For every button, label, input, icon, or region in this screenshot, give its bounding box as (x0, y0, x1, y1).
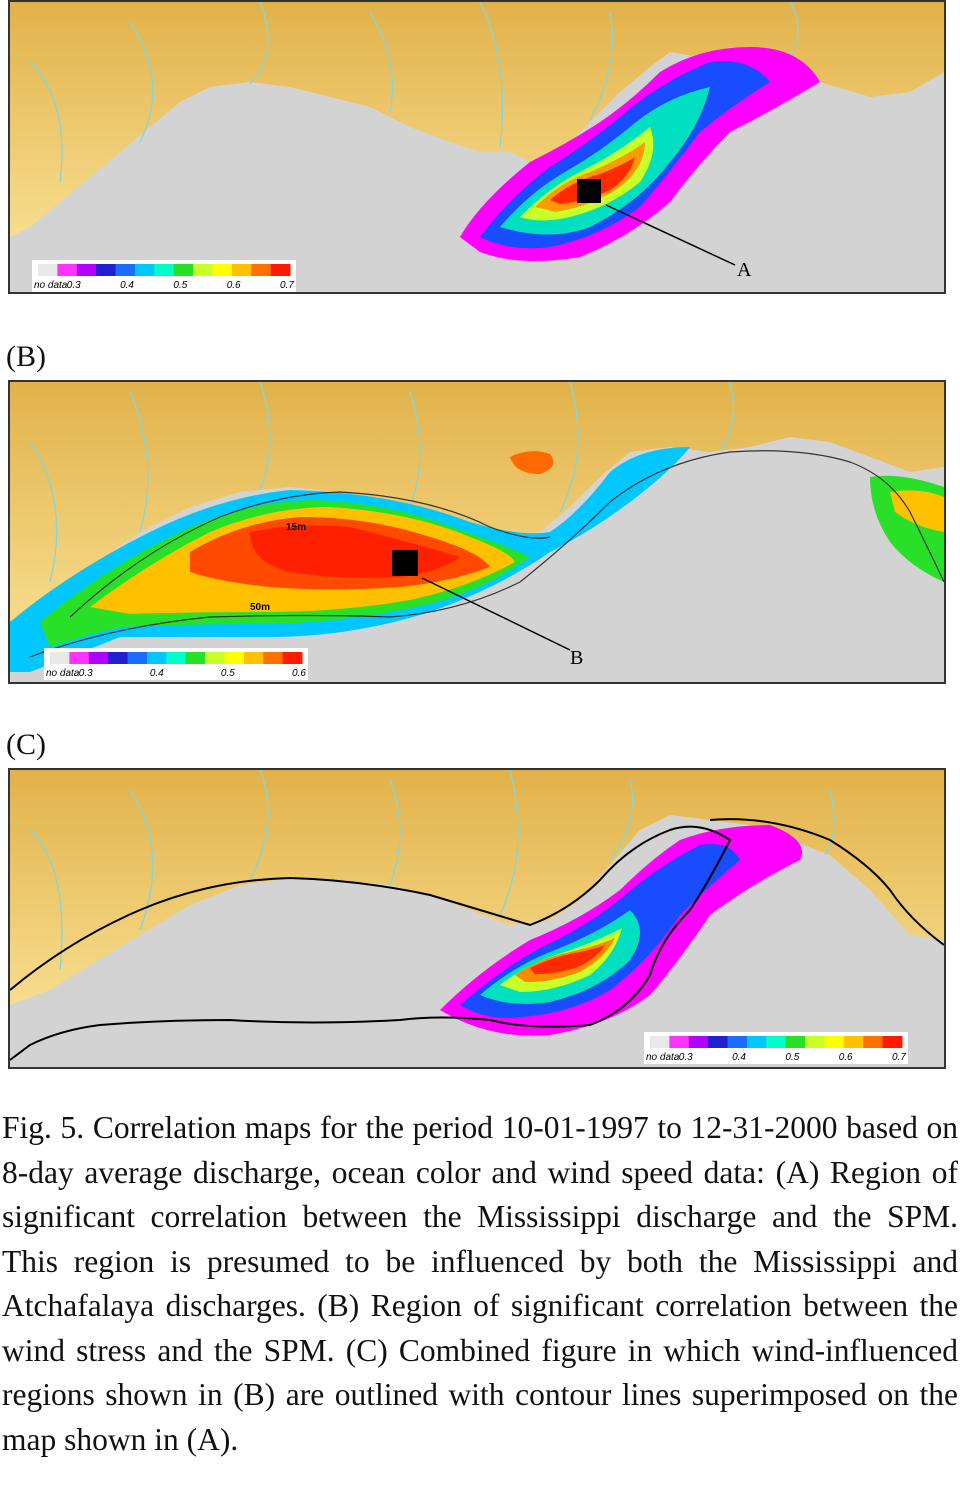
map-panel-a: A no data 0.3 0.4 0.5 0.6 0.7 (8, 0, 946, 294)
land-area (10, 382, 944, 632)
colorbar-swatch (115, 264, 136, 276)
point-label: B (570, 647, 583, 669)
panel-label-b: (B) (6, 340, 46, 373)
colorbar-swatch (173, 264, 194, 276)
colorbar-tick-label: 0.4 (732, 1052, 746, 1063)
colorbar-swatch (263, 652, 284, 664)
shore-outline (709, 818, 944, 946)
colorbar-swatch (650, 1036, 670, 1048)
colorbar: no data 0.3 0.4 0.5 0.6 0.7 (32, 260, 296, 292)
colorbar-tick-label: 0.6 (227, 280, 241, 291)
colorbar-tick-label: 0.5 (221, 668, 235, 679)
colorbar-swatch (746, 1036, 767, 1048)
colorbar-tick-label: 0.3 (67, 280, 81, 291)
contour-label-50m: 50m (250, 602, 270, 613)
colorbar-swatch (282, 652, 303, 664)
colorbar-swatch (185, 652, 206, 664)
colorbar-tick-label: 0.5 (785, 1052, 799, 1063)
colorbar-tick-label: 0.3 (679, 1052, 693, 1063)
colorbar-tick-label: 0.3 (79, 668, 93, 679)
colorbar-swatch (727, 1036, 748, 1048)
land-area (10, 2, 944, 237)
colorbar-swatch (76, 264, 97, 276)
colorbar-swatch (154, 264, 175, 276)
callout-line (605, 204, 736, 266)
colorbar-swatch (231, 264, 252, 276)
contour-label-15m: 15m (286, 522, 306, 533)
colorbar-swatch (134, 264, 155, 276)
colorbar-nodata-label: no data (46, 668, 80, 679)
colorbar-tick-label: 0.4 (150, 668, 164, 679)
rivers (29, 770, 835, 971)
colorbar-swatch (824, 1036, 845, 1048)
colorbar-tick-label: 0.6 (292, 668, 306, 679)
colorbar-nodata-label: no data (646, 1052, 680, 1063)
contour-15m (69, 491, 551, 618)
colorbar-swatch (127, 652, 148, 664)
colorbar-swatch (882, 1036, 903, 1048)
station-marker-a (577, 179, 601, 203)
map-b: 15m 50m B no data 0.3 0.4 0.5 0.6 (10, 382, 944, 680)
rivers (29, 382, 734, 583)
colorbar-swatch (688, 1036, 709, 1048)
colorbar-tick-label: 0.4 (120, 280, 134, 291)
station-marker-b (392, 550, 418, 576)
colorbar-swatch (166, 652, 187, 664)
colorbar-swatch (212, 264, 233, 276)
colorbar-swatch (669, 1036, 690, 1048)
colorbar-tick-label: 0.6 (839, 1052, 853, 1063)
colorbar-nodata-label: no data (34, 280, 68, 291)
colorbar-swatch (38, 264, 58, 276)
contour-50m (29, 450, 944, 658)
colorbar-swatch (224, 652, 245, 664)
callout-line (421, 577, 571, 651)
colorbar-swatch (88, 652, 109, 664)
map-c: no data 0.3 0.4 0.5 0.6 0.7 (10, 770, 944, 1064)
colorbar-swatch (785, 1036, 806, 1048)
map-a: A no data 0.3 0.4 0.5 0.6 0.7 (10, 2, 944, 292)
colorbar-swatch (766, 1036, 787, 1048)
colorbar: no data 0.3 0.4 0.5 0.6 0.7 (644, 1032, 908, 1064)
colorbar-swatch (193, 264, 213, 276)
colorbar-swatch (843, 1036, 864, 1048)
map-panel-c: no data 0.3 0.4 0.5 0.6 0.7 (8, 768, 946, 1069)
colorbar-swatch (108, 652, 129, 664)
colorbar-swatch (708, 1036, 729, 1048)
map-panel-b: 15m 50m B no data 0.3 0.4 0.5 0.6 (8, 380, 946, 684)
panel-label-c: (C) (6, 728, 46, 761)
colorbar-swatch (270, 264, 291, 276)
colorbar-swatch (805, 1036, 825, 1048)
land-area (10, 770, 944, 1005)
colorbar-swatch (251, 264, 272, 276)
colorbar-tick-label: 0.5 (173, 280, 187, 291)
colorbar-tick-label: 0.7 (280, 280, 294, 291)
colorbar-swatch (69, 652, 90, 664)
figure-caption: Fig. 5. Correlation maps for the period … (2, 1110, 958, 1457)
colorbar-swatch (205, 652, 225, 664)
wind-contour-outline (10, 825, 732, 1061)
point-label: A (737, 259, 752, 281)
colorbar-tick-label: 0.7 (892, 1052, 906, 1063)
colorbar: no data 0.3 0.4 0.5 0.6 (44, 648, 308, 680)
rivers (29, 2, 799, 183)
colorbar-swatch (96, 264, 117, 276)
colorbar-swatch (57, 264, 78, 276)
colorbar-swatch (146, 652, 167, 664)
colorbar-swatch (243, 652, 264, 664)
colorbar-swatch (863, 1036, 884, 1048)
colorbar-swatch (50, 652, 70, 664)
